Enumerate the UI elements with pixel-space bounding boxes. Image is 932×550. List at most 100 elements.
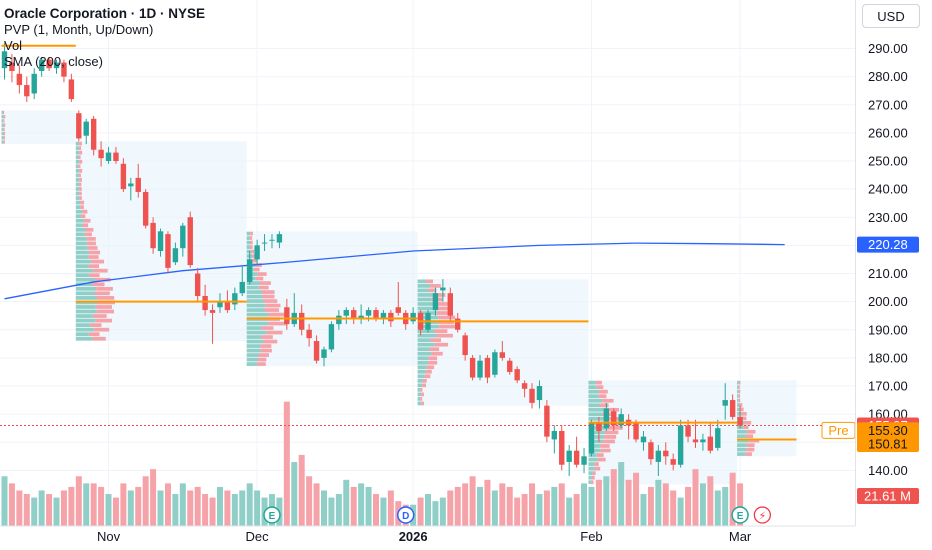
event-markers[interactable]: E D E ⚡ xyxy=(263,506,772,524)
volume-bar xyxy=(298,454,305,526)
profile-row-down xyxy=(424,374,431,379)
candle-body xyxy=(544,405,550,437)
candle-body xyxy=(499,352,506,358)
volume-bar xyxy=(98,486,105,526)
candles xyxy=(1,42,743,476)
profile-row-up xyxy=(417,392,422,397)
symbol-title[interactable]: Oracle Corporation · 1D · NYSE xyxy=(4,6,206,21)
profile-row-down xyxy=(257,272,267,276)
candle-body xyxy=(246,259,253,282)
candle-body xyxy=(477,360,483,378)
volume-bar xyxy=(105,494,112,526)
profile-row-up xyxy=(588,439,604,444)
profile-row-up xyxy=(75,255,89,259)
profile-row-down xyxy=(438,315,456,320)
profile-row-down xyxy=(604,430,619,435)
profile-row-down xyxy=(79,150,83,155)
volume-bar xyxy=(135,486,142,526)
profile-row-up xyxy=(75,146,79,150)
candle-body xyxy=(113,152,119,161)
profile-row-up xyxy=(588,444,601,448)
price-axis[interactable]: 290.00 280.00 270.00 260.00 250.00 240.00 230.… xyxy=(868,41,908,478)
time-axis[interactable]: Nov Dec 2026 Feb Mar xyxy=(0,525,855,544)
candle-body xyxy=(165,234,171,268)
earnings-marker-label: E xyxy=(269,511,276,522)
profile-row-down xyxy=(430,338,441,343)
candle-body xyxy=(239,281,245,294)
profile-row-up xyxy=(246,362,258,366)
profile-row-up xyxy=(417,302,436,306)
profile-row-down xyxy=(96,286,113,291)
profile-row-up xyxy=(737,403,740,407)
profile-row-up xyxy=(75,173,79,178)
profile-row-down xyxy=(738,398,741,403)
profile-row-down xyxy=(84,232,92,237)
profile-row-up xyxy=(588,471,593,475)
profile-row-down xyxy=(87,246,98,250)
profile-row-up xyxy=(75,178,80,182)
volume-bar xyxy=(320,490,327,526)
profile-row-down xyxy=(80,200,85,205)
volume-bar xyxy=(506,486,513,526)
profile-row-down xyxy=(93,268,108,273)
volume-bar xyxy=(618,462,625,526)
profile-row-down xyxy=(2,110,5,115)
profile-row-up xyxy=(246,344,261,348)
profile-row-down xyxy=(591,480,594,485)
profile-row-up xyxy=(75,218,84,223)
profile-row-down xyxy=(594,462,599,466)
indicator-pvp[interactable]: PVP (1, Month, Up/Down) xyxy=(4,22,154,37)
profile-row-up xyxy=(1,127,4,132)
profile-row-down xyxy=(79,168,83,173)
y-tick-label: 190.00 xyxy=(868,322,908,337)
candle-body xyxy=(31,73,37,94)
profile-row-up xyxy=(588,435,604,439)
candle-body xyxy=(700,439,706,443)
profile-row-down xyxy=(261,294,275,299)
volume-bar xyxy=(254,490,261,526)
candle-body xyxy=(284,307,290,325)
profile-row-up xyxy=(417,360,429,365)
indicator-sma[interactable]: SMA (200, close) xyxy=(4,54,103,69)
profile-row-down xyxy=(434,342,449,347)
volume-bar xyxy=(157,490,164,526)
profile-row-up xyxy=(588,403,600,408)
profile-row-up xyxy=(75,150,80,155)
profile-row-up xyxy=(1,119,4,123)
profile-row-down xyxy=(592,471,596,475)
profile-row-up xyxy=(246,339,264,344)
profile-row-down xyxy=(607,426,623,430)
profile-row-up xyxy=(75,327,95,332)
volume-bar xyxy=(343,479,350,526)
candle-body xyxy=(514,369,520,381)
candle-body xyxy=(261,242,268,244)
earnings-marker-label: E xyxy=(737,511,744,522)
profile-row-down xyxy=(83,218,91,223)
candle-body xyxy=(135,177,141,192)
profile-row-down xyxy=(258,353,270,357)
y-tick-label: 290.00 xyxy=(868,41,908,56)
profile-row-up xyxy=(75,241,87,246)
y-tick-label: 170.00 xyxy=(868,379,908,394)
dividend-marker-icon xyxy=(396,506,415,524)
currency-button[interactable]: USD xyxy=(862,4,920,28)
profile-row-up xyxy=(246,281,261,285)
indicator-vol[interactable]: Vol xyxy=(4,38,23,53)
candle-body xyxy=(299,312,305,330)
candle-body xyxy=(105,152,112,161)
profile-row-down xyxy=(79,196,82,200)
profile-row-up xyxy=(75,296,97,300)
volume-bar xyxy=(306,476,313,526)
volume-bar xyxy=(172,494,179,526)
profile-row-down xyxy=(91,282,105,287)
volume-bar xyxy=(514,497,521,526)
candle-body xyxy=(9,62,15,71)
candle-body xyxy=(596,422,602,431)
profile-row-down xyxy=(603,435,617,439)
candle-body xyxy=(254,245,260,260)
y-tick-label: 140.00 xyxy=(868,463,908,478)
y-tick-label: 200.00 xyxy=(868,294,908,309)
profile-row-down xyxy=(746,447,755,452)
profile-row-up xyxy=(737,394,739,398)
